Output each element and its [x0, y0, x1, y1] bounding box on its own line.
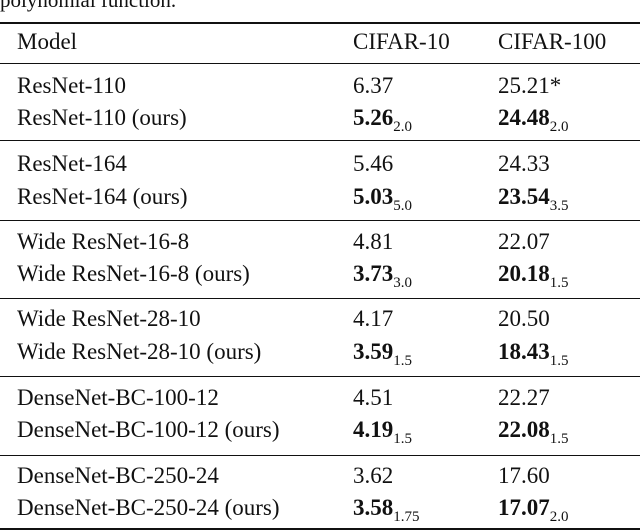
table-row: ResNet-164 5.46 24.33 — [0, 147, 640, 181]
table-row: Wide ResNet-28-10 4.17 20.50 — [0, 302, 640, 336]
cifar100-value: 23.54 — [498, 184, 550, 209]
cifar100-cell: 17.60 — [498, 459, 550, 493]
cifar100-value: 20.18 — [498, 261, 550, 286]
cifar100-value: 24.33 — [498, 151, 550, 176]
cifar10-cell: 5.46 — [353, 147, 393, 181]
header-model: Model — [17, 29, 78, 54]
group-rule — [0, 376, 640, 377]
cifar10-cell: 3.581.75 — [353, 491, 420, 528]
group-rule — [0, 455, 640, 456]
cifar10-cell: 3.591.5 — [353, 335, 412, 372]
model-cell: Wide ResNet-28-10 — [17, 306, 201, 331]
cifar10-cell: 5.035.0 — [353, 180, 412, 217]
cifar10-subscript: 1.5 — [393, 353, 412, 369]
table-row: DenseNet-BC-100-12 4.51 22.27 — [0, 381, 640, 415]
cifar10-value: 4.81 — [353, 229, 394, 254]
cifar100-cell: 20.181.5 — [498, 257, 569, 294]
cifar10-cell: 4.17 — [353, 302, 393, 336]
table-row: ResNet-110 6.37 25.21* — [0, 69, 640, 103]
cifar10-cell: 4.81 — [353, 225, 393, 259]
cifar100-cell: 25.21* — [498, 69, 561, 103]
group-rule — [0, 220, 640, 221]
cifar100-subscript: 2.0 — [549, 509, 569, 525]
cifar10-value: 5.03 — [353, 184, 394, 209]
cifar100-subscript: 2.0 — [549, 119, 569, 135]
cifar100-cell: 24.482.0 — [498, 101, 569, 138]
cifar100-cell: 20.50 — [498, 302, 550, 336]
model-cell: DenseNet-BC-100-12 — [17, 385, 219, 410]
model-cell: Wide ResNet-16-8 — [17, 229, 190, 254]
cifar100-cell: 22.081.5 — [498, 413, 569, 450]
cifar10-subscript: 2.0 — [393, 119, 412, 135]
header-row: Model CIFAR-10 CIFAR-100 — [0, 25, 640, 59]
cifar10-value: 3.73 — [353, 261, 394, 286]
cifar10-subscript: 5.0 — [393, 198, 412, 214]
cifar10-cell: 5.262.0 — [353, 101, 412, 138]
cifar100-value: 17.07 — [498, 495, 550, 520]
cifar10-value: 3.58 — [353, 495, 394, 520]
header-cifar10: CIFAR-10 — [353, 29, 450, 54]
cifar10-value: 6.37 — [353, 73, 394, 98]
table-row: DenseNet-BC-250-24 3.62 17.60 — [0, 459, 640, 493]
cifar100-value: 18.43 — [498, 339, 550, 364]
cifar10-cell: 4.51 — [353, 381, 393, 415]
top-rule — [0, 22, 640, 24]
header-rule — [0, 63, 640, 64]
cifar100-cell: 22.07 — [498, 225, 550, 259]
cifar100-subscript: 1.5 — [549, 353, 569, 369]
cifar100-cell: 18.431.5 — [498, 335, 569, 372]
model-cell: DenseNet-BC-250-24 — [17, 463, 219, 488]
model-cell: Wide ResNet-28-10 (ours) — [17, 339, 262, 364]
cifar10-subscript: 1.75 — [393, 509, 420, 525]
cifar10-value: 4.19 — [353, 417, 394, 442]
cifar100-value: 22.27 — [498, 385, 550, 410]
cifar100-value: 22.08 — [498, 417, 550, 442]
cifar10-subscript: 3.0 — [393, 275, 412, 291]
cifar10-cell: 4.191.5 — [353, 413, 412, 450]
cifar100-value: 25.21* — [498, 73, 562, 98]
bottom-rule — [0, 528, 640, 530]
table-row: ResNet-164 (ours) 5.035.0 23.543.5 — [0, 180, 640, 214]
model-cell: ResNet-110 (ours) — [17, 105, 187, 130]
table-row: DenseNet-BC-100-12 (ours) 4.191.5 22.081… — [0, 413, 640, 447]
cifar10-cell: 3.733.0 — [353, 257, 412, 294]
model-cell: DenseNet-BC-250-24 (ours) — [17, 495, 280, 520]
group-rule — [0, 140, 640, 141]
cifar10-cell: 6.37 — [353, 69, 393, 103]
cifar100-value: 20.50 — [498, 306, 550, 331]
cifar100-cell: 22.27 — [498, 381, 550, 415]
cifar100-subscript: 1.5 — [549, 275, 569, 291]
table-caption: polynomial function. — [0, 0, 177, 12]
cifar100-value: 17.60 — [498, 463, 550, 488]
cifar10-value: 5.26 — [353, 105, 394, 130]
model-cell: DenseNet-BC-100-12 (ours) — [17, 417, 280, 442]
group-rule — [0, 298, 640, 299]
cifar10-cell: 3.62 — [353, 459, 393, 493]
cifar100-value: 22.07 — [498, 229, 550, 254]
cifar10-value: 5.46 — [353, 151, 394, 176]
table-row: Wide ResNet-16-8 4.81 22.07 — [0, 225, 640, 259]
cifar100-subscript: 3.5 — [549, 198, 569, 214]
model-cell: Wide ResNet-16-8 (ours) — [17, 261, 250, 286]
table-row: Wide ResNet-28-10 (ours) 3.591.5 18.431.… — [0, 335, 640, 369]
model-cell: ResNet-164 (ours) — [17, 184, 188, 209]
cifar10-value: 3.62 — [353, 463, 394, 488]
table-row: ResNet-110 (ours) 5.262.0 24.482.0 — [0, 101, 640, 135]
table-row: DenseNet-BC-250-24 (ours) 3.581.75 17.07… — [0, 491, 640, 525]
model-cell: ResNet-164 — [17, 151, 127, 176]
cifar100-cell: 23.543.5 — [498, 180, 569, 217]
cifar10-value: 3.59 — [353, 339, 394, 364]
model-cell: ResNet-110 — [17, 73, 127, 98]
cifar10-subscript: 1.5 — [393, 431, 412, 447]
table-row: Wide ResNet-16-8 (ours) 3.733.0 20.181.5 — [0, 257, 640, 291]
cifar10-value: 4.51 — [353, 385, 394, 410]
cifar100-value: 24.48 — [498, 105, 550, 130]
cifar100-cell: 17.072.0 — [498, 491, 569, 528]
cifar100-subscript: 1.5 — [549, 431, 569, 447]
cifar10-value: 4.17 — [353, 306, 394, 331]
cifar100-cell: 24.33 — [498, 147, 550, 181]
header-cifar100: CIFAR-100 — [498, 29, 607, 54]
